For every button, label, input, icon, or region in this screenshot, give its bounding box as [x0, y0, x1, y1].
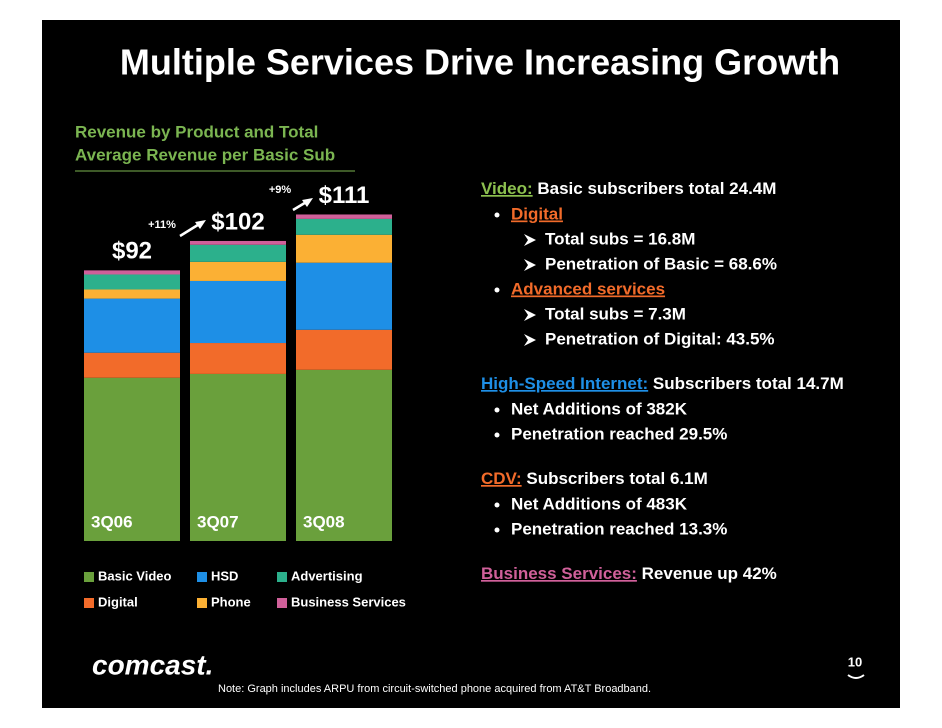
growth-annotation: +11%	[148, 219, 176, 231]
bar-segment	[84, 298, 180, 353]
bullet-item: Digital	[511, 204, 563, 223]
sub-item: Penetration of Digital: 43.5%	[545, 329, 775, 348]
arrow-bullet	[524, 334, 536, 346]
bullet-item: Advanced services	[511, 279, 665, 298]
x-tick-label: 3Q07	[197, 512, 239, 531]
page-ornament	[847, 674, 865, 679]
legend-swatch	[84, 598, 94, 608]
highlight-text: Revenue up 42%	[642, 564, 777, 583]
bar-segment	[296, 329, 392, 370]
bullet-item: Penetration reached 13.3%	[511, 519, 727, 538]
bar-segment	[296, 218, 392, 235]
highlight-line: Business Services: Revenue up 42%	[481, 564, 777, 583]
legend-label: HSD	[211, 568, 238, 583]
bullet-item: Net Additions of 382K	[511, 399, 688, 418]
slide-background	[42, 20, 900, 708]
bar-segment	[84, 289, 180, 299]
highlight-text: Basic subscribers total 24.4M	[537, 179, 776, 198]
bullet	[494, 212, 500, 218]
bar-segment	[84, 377, 180, 541]
total-label: $92	[112, 238, 152, 265]
bar-segment	[296, 369, 392, 541]
legend-swatch	[197, 572, 207, 582]
highlight-heading: CDV:	[481, 469, 522, 488]
bar-segment	[296, 262, 392, 330]
bar-segment	[84, 274, 180, 290]
legend-label: Digital	[98, 594, 138, 609]
arrow-bullet	[524, 309, 536, 321]
highlight-line: CDV: Subscribers total 6.1M	[481, 469, 708, 488]
total-label: $111	[319, 182, 370, 209]
page-number: 10	[848, 654, 862, 669]
bullet-item: Net Additions of 483K	[511, 494, 688, 513]
sub-item: Total subs = 7.3M	[545, 304, 686, 323]
sub-item: Total subs = 16.8M	[545, 229, 695, 248]
bar-segment	[190, 373, 286, 541]
growth-arrowhead	[302, 198, 313, 207]
total-label: $102	[211, 208, 264, 235]
bullet-item: Penetration reached 29.5%	[511, 424, 727, 443]
x-tick-label: 3Q08	[303, 512, 345, 531]
chart-subtitle: Revenue by Product and Total	[75, 122, 318, 141]
legend-swatch	[84, 572, 94, 582]
legend-label: Basic Video	[98, 568, 172, 583]
bar-segment	[296, 234, 392, 263]
bar-segment	[190, 280, 286, 344]
x-tick-label: 3Q06	[91, 512, 133, 531]
highlight-line: High-Speed Internet: Subscribers total 1…	[481, 374, 844, 393]
bullet	[494, 432, 500, 438]
arrow-bullet	[524, 259, 536, 271]
bar-segment	[84, 270, 180, 275]
bullet	[494, 407, 500, 413]
highlight-heading: Business Services:	[481, 564, 637, 583]
highlight-heading: High-Speed Internet:	[481, 374, 648, 393]
bar-segment	[190, 261, 286, 281]
highlight-heading: Video:	[481, 179, 533, 198]
legend-label: Phone	[211, 594, 251, 609]
growth-annotation: +9%	[269, 184, 292, 196]
growth-arrowhead	[195, 220, 206, 229]
highlight-text: Subscribers total 14.7M	[653, 374, 844, 393]
bar-segment	[296, 214, 392, 219]
bullet	[494, 287, 500, 293]
bar-segment	[84, 352, 180, 378]
highlight-text: Subscribers total 6.1M	[526, 469, 707, 488]
legend-swatch	[277, 598, 287, 608]
bullet	[494, 527, 500, 533]
slide-title: Multiple Services Drive Increasing Growt…	[120, 42, 840, 83]
legend-swatch	[197, 598, 207, 608]
highlight-line: Video: Basic subscribers total 24.4M	[481, 179, 776, 198]
bar-segment	[190, 244, 286, 262]
legend-label: Advertising	[291, 568, 363, 583]
logo: comcast.	[92, 649, 213, 680]
footnote: Note: Graph includes ARPU from circuit-s…	[218, 683, 651, 695]
arrow-bullet	[524, 234, 536, 246]
bullet	[494, 502, 500, 508]
legend-swatch	[277, 572, 287, 582]
legend-label: Business Services	[291, 594, 406, 609]
chart-subtitle: Average Revenue per Basic Sub	[75, 145, 335, 164]
sub-item: Penetration of Basic = 68.6%	[545, 254, 777, 273]
bar-segment	[190, 240, 286, 245]
bar-segment	[190, 343, 286, 374]
